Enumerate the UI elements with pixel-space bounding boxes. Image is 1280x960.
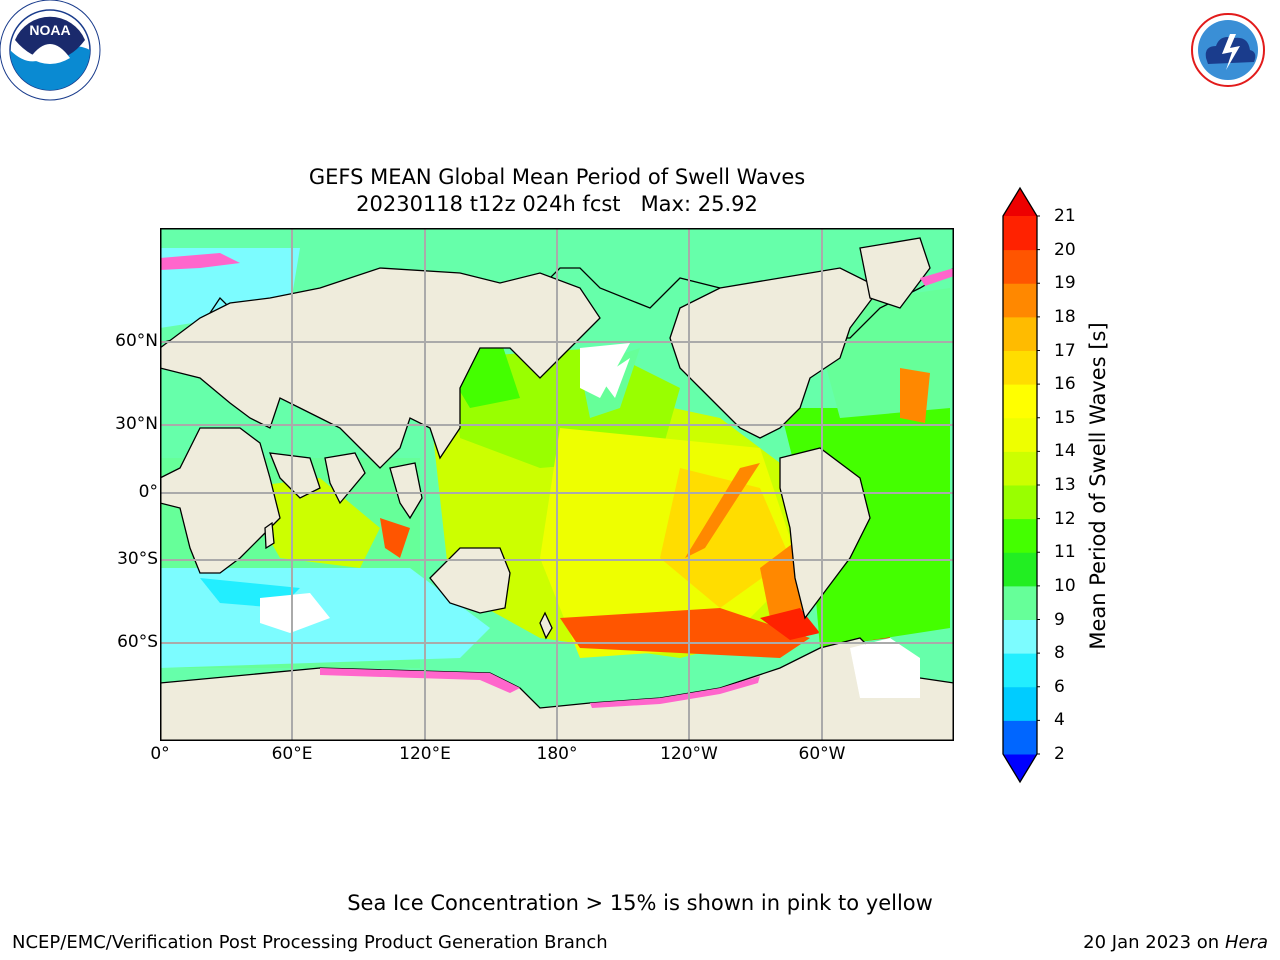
- colorbar: [1000, 186, 1042, 784]
- lon-label-60e: 60°E: [271, 744, 313, 764]
- credit-text: NCEP/EMC/Verification Post Processing Pr…: [12, 932, 608, 953]
- colorbar-tick-label: 9: [1054, 609, 1065, 630]
- colorbar-segment: [1003, 485, 1037, 520]
- lon-label-120w: 120°W: [660, 744, 718, 764]
- sea-ice: [160, 253, 954, 708]
- colorbar-tick-label: 17: [1054, 340, 1076, 361]
- run-date-text: 20 Jan 2023 on: [1083, 932, 1220, 953]
- colorbar-segment: [1003, 720, 1037, 755]
- sea-ice-note: Sea Ice Concentration > 15% is shown in …: [347, 891, 933, 915]
- map-area: [159, 227, 955, 742]
- colorbar-tick-label: 14: [1054, 441, 1076, 462]
- map-frame: [160, 228, 954, 741]
- lat-label-30s: 30°S: [117, 549, 158, 569]
- no-data-areas: [260, 343, 920, 698]
- lat-label-60s: 60°S: [117, 632, 158, 652]
- colorbar-tick-label: 8: [1054, 643, 1065, 664]
- colorbar-label: Mean Period of Swell Waves [s]: [1086, 322, 1110, 650]
- colorbar-segment: [1003, 585, 1037, 620]
- lat-label-0: 0°: [138, 482, 158, 502]
- chart-subtitle: 20230118 t12z 024h fcst Max: 25.92: [356, 192, 758, 216]
- colorbar-tick-label: 11: [1054, 542, 1076, 563]
- graticule: [160, 228, 954, 741]
- colorbar-tick-label: 16: [1054, 374, 1076, 395]
- colorbar-under-arrow: [1003, 754, 1037, 782]
- colorbar-tick-label: 2: [1054, 744, 1065, 764]
- colorbar-tick-label: 13: [1054, 475, 1076, 495]
- colorbar-segment: [1003, 619, 1037, 654]
- colorbar-tick-label: 12: [1054, 508, 1076, 529]
- colorbar-tick-label: 18: [1054, 306, 1076, 327]
- noaa-logo: NOAA: [0, 0, 104, 104]
- colorbar-segment: [1003, 552, 1037, 587]
- colorbar-segment: [1003, 249, 1037, 284]
- land: [159, 227, 955, 742]
- noaa-logo-text: NOAA: [29, 22, 70, 38]
- colorbar-over-arrow: [1003, 188, 1037, 216]
- run-date: 20 Jan 2023 on Hera: [1083, 932, 1268, 953]
- lon-label-180: 180°: [536, 744, 578, 764]
- lon-label-120e: 120°E: [399, 744, 451, 764]
- colorbar-segment: [1003, 518, 1037, 553]
- colorbar-tick-label: 10: [1054, 575, 1076, 596]
- colorbar-segment: [1003, 350, 1037, 385]
- machine-name: Hera: [1224, 932, 1268, 953]
- colorbar-segment: [1003, 384, 1037, 419]
- colorbar-segment: [1003, 686, 1037, 721]
- lat-label-60n: 60°N: [115, 331, 158, 351]
- colorbar-segment: [1003, 653, 1037, 688]
- colorbar-tick-label: 19: [1054, 273, 1076, 294]
- colorbar-segment: [1003, 417, 1037, 452]
- colorbar-segment: [1003, 216, 1037, 251]
- nws-logo: [1178, 0, 1278, 100]
- colorbar-tick-label: 20: [1054, 239, 1076, 260]
- colorbar-tick-label: 15: [1054, 407, 1076, 428]
- map-svg: [159, 227, 955, 742]
- lon-label-0: 0°: [150, 744, 170, 764]
- colorbar-segment: [1003, 283, 1037, 318]
- colorbar-tick-label: 6: [1054, 676, 1065, 697]
- colorbar-segment: [1003, 451, 1037, 486]
- colorbar-segment: [1003, 316, 1037, 351]
- colorbar-tick-label: 21: [1054, 206, 1076, 226]
- lat-label-30n: 30°N: [115, 414, 158, 434]
- colorbar-tick-label: 4: [1054, 710, 1065, 731]
- chart-title: GEFS MEAN Global Mean Period of Swell Wa…: [308, 165, 806, 189]
- colorbar-svg: [1002, 186, 1042, 784]
- lon-label-60w: 60°W: [798, 744, 846, 764]
